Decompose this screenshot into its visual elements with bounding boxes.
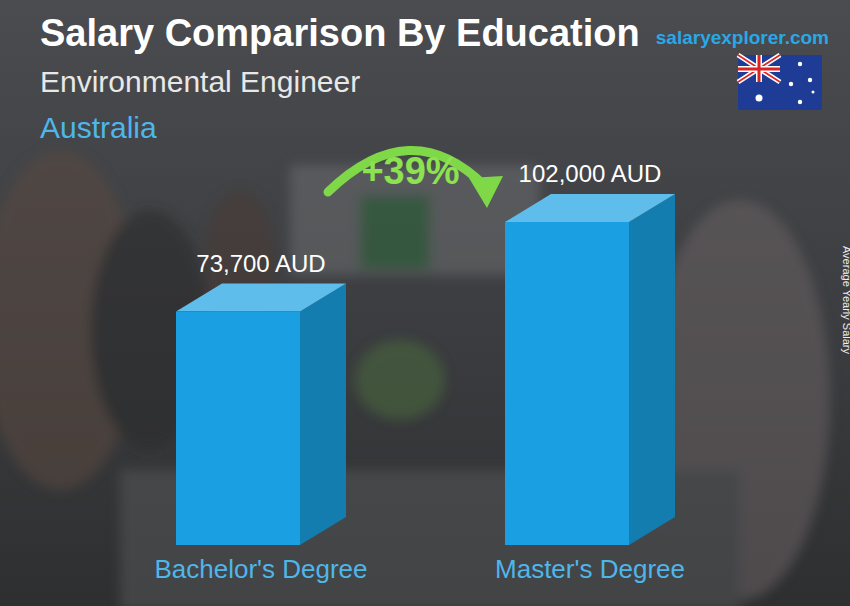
bar-front (505, 222, 629, 545)
bar-side (629, 194, 675, 545)
data-label: 73,700 AUD (196, 250, 325, 277)
flag-star (812, 91, 815, 94)
flag-saltire (738, 55, 780, 82)
change-label: +39% (361, 150, 459, 192)
country: Australia (40, 111, 157, 144)
flag-saltire (738, 55, 780, 82)
bar (176, 284, 346, 545)
bg-plant (355, 340, 445, 420)
bar-top (505, 194, 675, 222)
chart-svg: Salary Comparison By Education Environmen… (0, 0, 850, 606)
bg-icon (360, 195, 430, 270)
flag-star (756, 95, 763, 102)
flag-canton (738, 55, 780, 82)
data-label: 102,000 AUD (519, 160, 662, 187)
arrow-curve (328, 150, 485, 192)
flag-saltire (738, 55, 780, 82)
flag (738, 55, 822, 110)
chart-root: Salary Comparison By Education Environmen… (0, 0, 850, 606)
bar-top (176, 284, 346, 312)
y-axis-label: Average Yearly Salary (841, 246, 850, 355)
flag-cross (738, 68, 780, 71)
bar-front (176, 312, 300, 545)
flag-saltire (738, 55, 780, 82)
flag-star (798, 100, 802, 104)
flag-field (738, 55, 822, 110)
flag-star (789, 82, 793, 86)
title: Salary Comparison By Education (40, 12, 640, 54)
bar-side (300, 284, 346, 545)
bar (505, 194, 675, 545)
flag-star (798, 62, 802, 66)
category-label: Bachelor's Degree (154, 554, 367, 584)
change-arrow (328, 150, 503, 208)
source: salaryexplorer.com (656, 27, 829, 48)
flag-star (808, 78, 812, 82)
category-label: Master's Degree (495, 554, 685, 584)
background-photo (0, 150, 830, 606)
subtitle: Environmental Engineer (40, 65, 360, 98)
bars (176, 194, 675, 545)
arrow-head (469, 176, 503, 208)
